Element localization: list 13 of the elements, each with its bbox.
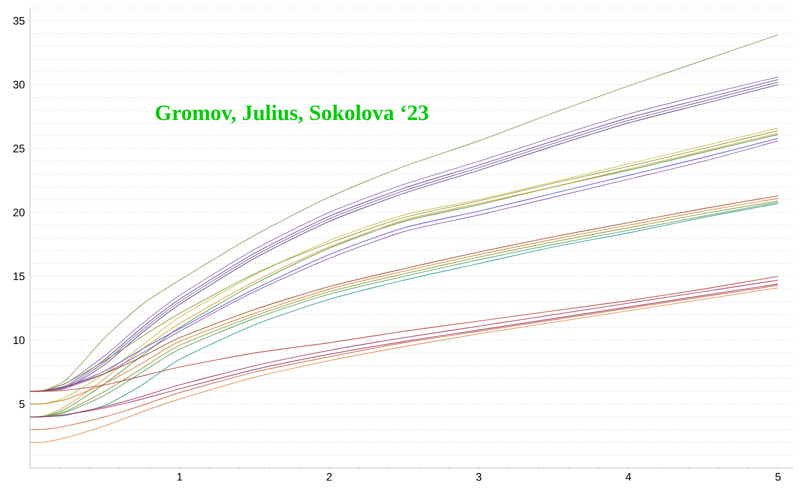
y-tick-label: 35 xyxy=(13,16,25,25)
x-tick-label: 1 xyxy=(177,473,182,481)
x-tick-label: 2 xyxy=(326,473,332,481)
y-tick-label: 20 xyxy=(13,208,25,216)
x-tick-label: 5 xyxy=(775,473,781,481)
x-tick-label: 3 xyxy=(476,473,482,481)
y-tick-label: 10 xyxy=(14,336,25,344)
y-tick-label: 25 xyxy=(13,144,25,152)
text: Gromov, Julius, Sokolova ‘23 xyxy=(156,104,428,124)
y-tick-label: 15 xyxy=(14,272,25,280)
y-tick-label: 30 xyxy=(13,80,25,89)
x-tick-label: 4 xyxy=(626,473,632,481)
y-tick-label: 5 xyxy=(19,400,25,408)
